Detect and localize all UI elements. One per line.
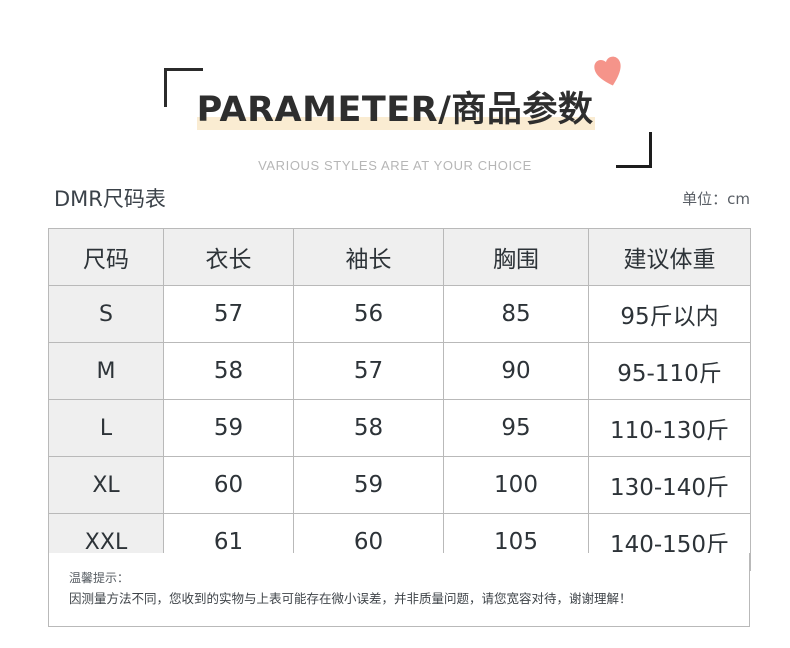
cell-bust: 90 (443, 342, 589, 400)
cell-sleeve: 56 (293, 285, 444, 343)
page-title: PARAMETER/商品参数 (196, 90, 594, 130)
note-box: 温馨提示： 因测量方法不同，您收到的实物与上表可能存在微小误差，并非质量问题，请… (48, 553, 750, 627)
cell-size: S (48, 285, 164, 343)
heart-icon (591, 50, 627, 90)
cell-size: L (48, 399, 164, 457)
cell-length: 58 (163, 342, 294, 400)
cell-sleeve: 58 (293, 399, 444, 457)
cell-size: XL (48, 456, 164, 514)
cell-weight: 110-130斤 (588, 399, 751, 457)
corner-bracket-bottom-right-icon (616, 132, 652, 168)
cell-bust: 85 (443, 285, 589, 343)
cell-length: 59 (163, 399, 294, 457)
table-row: L 59 58 95 110-130斤 (48, 399, 751, 457)
cell-bust: 95 (443, 399, 589, 457)
cell-length: 57 (163, 285, 294, 343)
table-caption-row: DMR尺码表 单位：cm (48, 183, 750, 213)
cell-sleeve: 59 (293, 456, 444, 514)
cell-weight: 95斤以内 (588, 285, 751, 343)
note-body: 因测量方法不同，您收到的实物与上表可能存在微小误差，并非质量问题，请您宽容对待，… (69, 591, 632, 606)
cell-length: 60 (163, 456, 294, 514)
column-header-weight: 建议体重 (588, 228, 751, 286)
cell-size: M (48, 342, 164, 400)
cell-bust: 100 (443, 456, 589, 514)
title-highlight-bar (196, 117, 596, 130)
unit-label: 单位：cm (682, 190, 750, 208)
cell-weight: 95-110斤 (588, 342, 751, 400)
table-row: M 58 57 90 95-110斤 (48, 342, 751, 400)
page-subtitle: VARIOUS STYLES ARE AT YOUR CHOICE (258, 158, 532, 173)
column-header-length: 衣长 (163, 228, 294, 286)
table-row: XL 60 59 100 130-140斤 (48, 456, 751, 514)
column-header-bust: 胸围 (443, 228, 589, 286)
column-header-size: 尺码 (48, 228, 164, 286)
table-row: S 57 56 85 95斤以内 (48, 285, 751, 343)
note-title: 温馨提示： (69, 571, 130, 585)
title-block: PARAMETER/商品参数 (0, 88, 790, 132)
corner-bracket-top-left-icon (164, 68, 203, 107)
table-header-row: 尺码 衣长 袖长 胸围 建议体重 (48, 228, 751, 286)
size-table: 尺码 衣长 袖长 胸围 建议体重 S 57 56 85 95斤以内 M 58 5… (48, 228, 751, 571)
column-header-sleeve: 袖长 (293, 228, 444, 286)
cell-weight: 130-140斤 (588, 456, 751, 514)
chart-name-label: DMR尺码表 (54, 187, 166, 211)
cell-sleeve: 57 (293, 342, 444, 400)
